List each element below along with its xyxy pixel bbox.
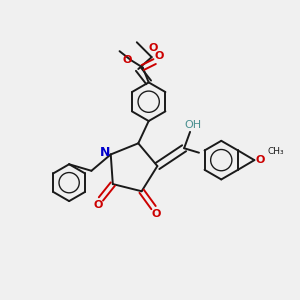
Text: N: N [100,146,111,160]
Text: CH₃: CH₃ [268,147,284,156]
Text: O: O [154,51,164,61]
Text: O: O [151,209,160,219]
Text: O: O [149,43,158,53]
Text: OH: OH [184,120,201,130]
Text: O: O [123,55,132,64]
Text: O: O [94,200,103,211]
Text: O: O [255,155,264,165]
